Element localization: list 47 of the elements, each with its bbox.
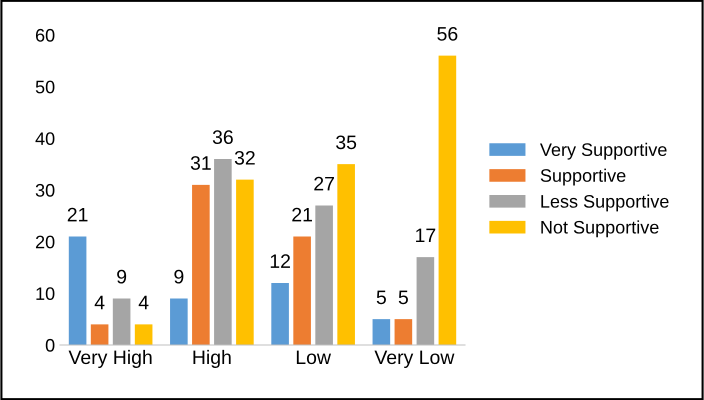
data-label: 9 [174, 270, 184, 284]
legend-label: Very Supportive [540, 142, 667, 160]
bar [90, 324, 108, 345]
y-tick-label: 0 [46, 338, 54, 352]
bar [112, 298, 130, 345]
data-label: 9 [117, 270, 126, 284]
data-label: 31 [190, 156, 211, 170]
data-label: 32 [234, 150, 255, 165]
y-tick-label: 10 [36, 287, 54, 300]
bar [68, 236, 86, 345]
data-label: 21 [292, 208, 312, 222]
legend-label: Supportive [540, 168, 626, 186]
legend-label: Less Supportive [541, 194, 669, 212]
bar [337, 164, 355, 345]
data-label: 4 [94, 296, 104, 310]
data-label: 21 [68, 208, 88, 222]
bar [170, 298, 188, 345]
y-tick-label: 20 [36, 236, 54, 248]
legend-label: Not Supportive [541, 220, 659, 238]
bar [192, 184, 210, 345]
bar [438, 56, 456, 345]
data-label: 4 [138, 296, 148, 310]
data-label: 56 [437, 26, 458, 41]
bar [372, 319, 390, 345]
y-tick-label: 60 [36, 28, 54, 42]
x-tick-label: High [193, 350, 231, 368]
bar [416, 257, 434, 345]
bar [214, 159, 232, 345]
data-label: 27 [314, 176, 334, 190]
data-label: 35 [336, 135, 356, 150]
x-tick-label: Low [296, 350, 332, 364]
y-tick-label: 50 [36, 80, 54, 94]
bar [271, 283, 289, 345]
data-label: 12 [270, 254, 290, 268]
data-label: 36 [212, 130, 233, 144]
bar [394, 319, 412, 345]
y-tick-label: 30 [36, 184, 54, 197]
x-tick-label: Very High [68, 350, 152, 368]
bar [134, 324, 152, 345]
bar [236, 180, 254, 345]
y-tick-label: 40 [35, 132, 54, 146]
bar [293, 236, 311, 345]
data-label: 5 [398, 290, 408, 304]
bar [315, 206, 333, 345]
data-label: 17 [416, 228, 436, 242]
data-label: 5 [376, 290, 386, 304]
x-tick-label: Very Low [374, 350, 454, 368]
